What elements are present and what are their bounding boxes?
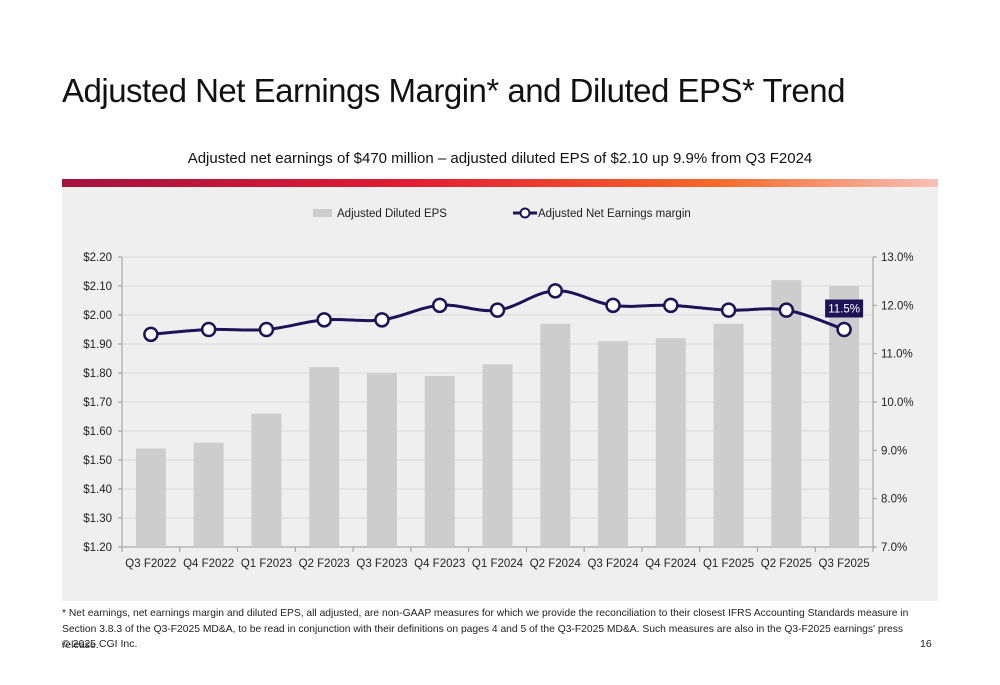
eps-bar [251,413,282,547]
y-right-tick-label: 11.0% [881,349,913,361]
margin-point [836,321,852,338]
eps-bar [482,364,513,547]
y-left-tick-label: $1.70 [83,397,112,409]
legend-swatch-eps [313,209,332,217]
eps-bar [193,442,224,547]
y-left-tick-label: $1.40 [83,484,112,496]
y-right-tick-label: 12.0% [881,300,914,312]
gradient-divider [62,179,938,187]
margin-point [258,321,275,338]
x-tick-label: Q2 F2025 [761,558,812,570]
footnote: * Net earnings, net earnings margin and … [62,608,909,651]
x-tick-label: Q2 F2023 [299,558,350,570]
eps-bar [135,448,166,547]
margin-point [778,302,795,318]
eps-bar [598,341,629,547]
x-tick-label: Q4 F2024 [645,558,697,570]
data-label: 11.5% [828,304,860,316]
x-tick-label: Q3 F2024 [587,558,639,570]
x-tick-label: Q3 F2025 [819,558,870,570]
y-left-tick-label: $2.10 [83,281,112,293]
margin-point [547,283,564,299]
y-left-tick-label: $1.20 [83,542,112,554]
chart-panel: $1.20 $1.30 $1.40 $1.50 $1.60 $1.70 $1.80 $1.90… [62,187,938,601]
margin-point [605,297,621,314]
x-tick-label: Q3 F2023 [356,558,407,570]
slide-title: Adjusted Net Earnings Margin* and Dilute… [62,72,845,109]
legend-label-eps: Adjusted Diluted EPS [337,208,447,220]
eps-bar [366,373,397,547]
y-right-tick-label: 8.0% [881,494,907,506]
y-left-tick-label: $1.60 [83,426,112,438]
y-right-tick-label: 10.0% [881,397,914,409]
eps-bar [424,375,455,547]
x-tick-label: Q1 F2025 [703,558,754,570]
x-tick-label: Q1 F2023 [241,558,292,570]
margin-point [374,312,390,328]
eps-bar [540,323,571,547]
y-left-tick-label: $1.80 [83,368,112,380]
margin-point [316,312,332,328]
y-left-tick-label: $2.00 [83,310,112,322]
x-tick-label: Q4 F2022 [183,558,234,570]
eps-bar [309,367,340,547]
x-tick-label: Q4 F2023 [414,558,465,570]
eps-bar [771,280,802,547]
y-left-tick-label: $1.50 [83,455,112,467]
x-tick-label: Q2 F2024 [530,558,582,570]
eps-bar [655,338,686,547]
y-right-tick-label: 9.0% [881,445,907,457]
y-right-tick-label: 13.0% [881,252,914,264]
y-right-tick-label: 7.0% [881,542,907,554]
margin-point [663,297,679,314]
margin-point [143,326,159,343]
margin-point [720,302,737,318]
eps-margin-chart: $1.20 $1.30 $1.40 $1.50 $1.60 $1.70 $1.80 $1.90… [83,207,914,570]
eps-bar [713,323,744,547]
page-number: 16 [920,638,932,650]
x-tick-label: Q1 F2024 [472,558,524,570]
margin-point [489,302,506,318]
data-label-box [825,299,864,318]
copyright: © 2025 CGI Inc. [62,638,138,650]
legend-marker-margin [519,207,531,219]
margin-point [431,297,448,314]
x-tick-label: Q3 F2022 [125,558,176,570]
margin-point [200,321,217,338]
y-left-tick-label: $1.30 [83,513,112,525]
legend-label-margin: Adjusted Net Earnings margin [538,208,691,220]
y-left-tick-label: $2.20 [83,252,112,264]
y-left-tick-label: $1.90 [83,339,112,351]
slide-subtitle: Adjusted net earnings of $470 million – … [187,150,813,167]
